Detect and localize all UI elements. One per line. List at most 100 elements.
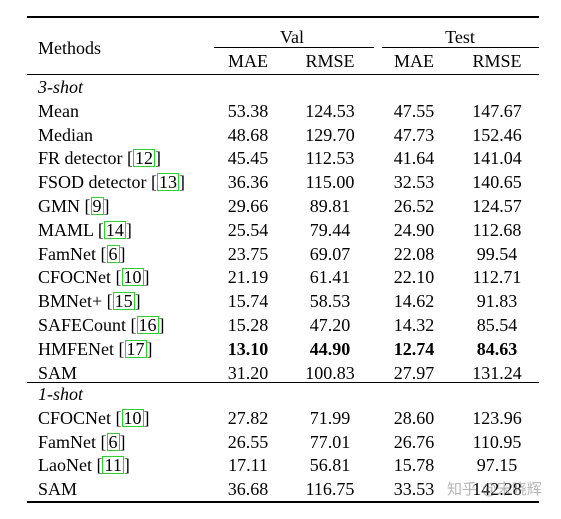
method-name: HMFENet — [38, 338, 114, 359]
cell-val-rmse: 124.53 — [305, 100, 355, 121]
cell-test-rmse: 141.04 — [472, 148, 522, 169]
cell-val-mae: 29.66 — [227, 196, 269, 216]
section-rule — [27, 382, 539, 383]
cell-val-rmse: 69.07 — [309, 243, 351, 264]
method-cell: LaoNet [11] — [38, 455, 130, 476]
cell-test-rmse: 147.67 — [472, 100, 522, 121]
method-name: Mean — [38, 100, 79, 121]
citation-link[interactable]: 6 — [106, 431, 120, 452]
cell-val-rmse: 129.70 — [305, 124, 355, 145]
method-cell: FR detector [12] — [38, 148, 161, 169]
cell-test-mae: 12.74 — [393, 338, 435, 359]
citation-link[interactable]: 13 — [156, 172, 179, 193]
method-cell: Mean — [38, 101, 79, 121]
cell-test-rmse: 131.24 — [472, 362, 522, 383]
watermark: 知乎 @宋晓辉 — [447, 480, 542, 498]
cell-test-rmse: 110.95 — [472, 431, 522, 452]
bottom-rule — [27, 501, 539, 503]
cell-val-mae: 23.75 — [227, 243, 269, 264]
method-cell: GMN [9] — [38, 196, 110, 216]
col-header-val-mae: MAE — [228, 51, 268, 71]
cell-val-rmse: 61.41 — [309, 267, 351, 288]
citation-link[interactable]: 15 — [112, 291, 135, 312]
method-cell: SAM — [38, 363, 77, 383]
cell-val-mae: 36.36 — [227, 172, 269, 193]
cell-test-rmse: 112.71 — [472, 267, 522, 288]
cell-val-rmse: 58.53 — [309, 291, 351, 312]
cell-test-rmse: 84.63 — [476, 338, 518, 359]
cell-val-mae: 15.74 — [227, 291, 269, 312]
method-name: CFOCNet — [38, 407, 112, 428]
col-header-test-rmse: RMSE — [472, 51, 522, 71]
cell-val-rmse: 116.75 — [305, 479, 355, 500]
cell-test-mae: 33.53 — [393, 479, 435, 500]
methods-header: Methods — [38, 38, 101, 58]
cell-val-rmse: 47.20 — [309, 315, 351, 335]
cell-test-mae: 24.90 — [393, 219, 435, 240]
cell-val-rmse: 71.99 — [309, 407, 351, 428]
cell-test-mae: 47.73 — [393, 124, 435, 145]
method-name: LaoNet — [38, 455, 92, 476]
cell-test-mae: 14.32 — [393, 315, 435, 335]
citation-link[interactable]: 9 — [90, 196, 104, 216]
cell-val-mae: 45.45 — [227, 148, 269, 169]
cell-test-mae: 22.08 — [393, 243, 435, 264]
method-name: SAM — [38, 479, 78, 500]
cell-val-rmse: 44.90 — [309, 338, 351, 359]
method-name: FR detector — [38, 148, 123, 169]
method-name: Median — [38, 124, 93, 145]
cell-val-mae: 26.55 — [227, 431, 269, 452]
citation-link[interactable]: 10 — [121, 267, 144, 288]
method-cell: CFOCNet [10] — [38, 407, 150, 428]
cell-val-mae: 27.82 — [227, 407, 269, 428]
cell-test-rmse: 123.96 — [472, 407, 522, 428]
test-header: Test — [445, 27, 475, 47]
method-name: MAML — [38, 219, 94, 240]
cell-val-rmse: 77.01 — [309, 431, 351, 452]
citation-link[interactable]: 17 — [124, 338, 147, 359]
method-cell: SAM — [38, 479, 77, 499]
cell-test-mae: 15.78 — [393, 455, 435, 476]
cell-val-mae: 31.20 — [227, 362, 269, 383]
method-cell: FSOD detector [13] — [38, 172, 185, 193]
method-cell: SAFECount [16] — [38, 315, 165, 335]
method-cell: Median — [38, 125, 93, 145]
method-name: FSOD detector — [38, 172, 147, 193]
citation-link[interactable]: 14 — [103, 219, 126, 240]
method-name: FamNet — [38, 431, 96, 452]
method-cell: BMNet+ [15] — [38, 291, 141, 312]
col-header-test-mae: MAE — [394, 51, 434, 71]
val-underline — [214, 47, 374, 48]
citation-link[interactable]: 12 — [132, 148, 155, 169]
method-cell: CFOCNet [10] — [38, 267, 150, 288]
citation-link[interactable]: 10 — [121, 407, 144, 428]
top-rule — [27, 16, 539, 18]
citation-link[interactable]: 16 — [136, 315, 159, 335]
cell-val-mae: 48.68 — [227, 124, 269, 145]
cell-val-rmse: 100.83 — [305, 362, 355, 383]
cell-val-mae: 17.11 — [228, 455, 268, 476]
method-name: SAM — [38, 362, 78, 383]
method-cell: FamNet [6] — [38, 431, 126, 452]
val-header: Val — [280, 27, 304, 47]
cell-test-mae: 27.97 — [393, 362, 435, 383]
method-cell: HMFENet [17] — [38, 338, 153, 359]
cell-test-rmse: 112.68 — [472, 219, 522, 240]
header-rule — [27, 74, 539, 75]
citation-link[interactable]: 11 — [102, 455, 124, 476]
cell-val-mae: 21.19 — [227, 267, 269, 288]
cell-val-mae: 36.68 — [227, 479, 269, 500]
col-header-val-rmse: RMSE — [305, 51, 355, 71]
method-name: FamNet — [38, 243, 96, 264]
cell-test-mae: 47.55 — [393, 100, 435, 121]
method-cell: MAML [14] — [38, 219, 132, 240]
cell-test-mae: 22.10 — [393, 267, 435, 288]
cell-test-rmse: 85.54 — [476, 315, 518, 335]
cell-test-rmse: 91.83 — [476, 291, 518, 312]
citation-link[interactable]: 6 — [106, 243, 120, 264]
section-label: 1-shot — [38, 384, 83, 404]
cell-test-mae: 28.60 — [393, 407, 435, 428]
method-name: GMN — [38, 196, 81, 216]
cell-test-rmse: 140.65 — [472, 172, 522, 193]
method-name: SAFECount — [38, 315, 127, 335]
